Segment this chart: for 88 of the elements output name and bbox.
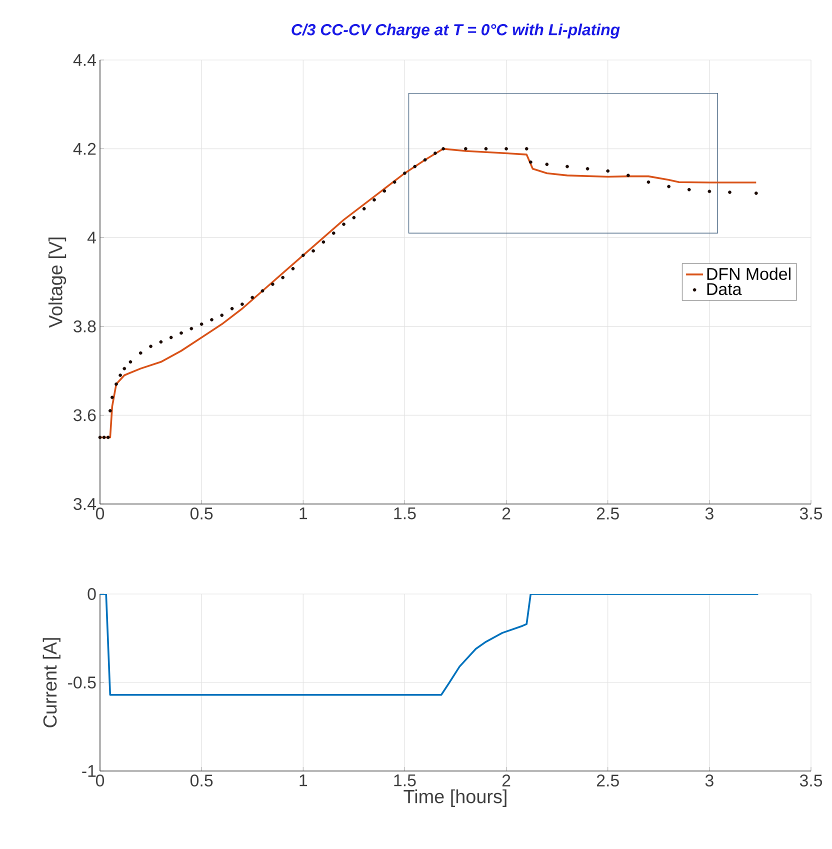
point [504,147,508,150]
point [301,254,305,258]
point [667,184,671,188]
point [281,276,285,280]
point [108,409,112,412]
legend-label: Data [707,283,742,296]
point [545,162,549,166]
point [118,374,122,377]
x-tick-label: 0.5 [190,508,213,520]
point [270,282,274,286]
point [102,436,106,440]
point [362,207,366,210]
point [403,172,406,175]
x-tick-label: 3.5 [800,508,822,520]
point [413,164,417,168]
y-tick-label: 4.2 [73,142,96,155]
point [372,198,376,202]
point [687,188,691,192]
point [423,158,427,162]
x-tick-label: 3 [705,508,714,520]
y-tick-label: 3.8 [74,320,96,332]
point [566,164,569,168]
point [260,289,264,293]
point [312,249,315,253]
y-tick-label: 4 [87,232,96,244]
point [240,302,244,306]
point [728,190,732,194]
x-tick-label: 0 [96,774,104,787]
point [220,314,224,317]
line-series [100,594,760,696]
point [138,351,142,355]
point [332,231,336,235]
x-tick-label: 1 [300,508,308,520]
x-tick-label: 1.5 [394,774,416,786]
point [122,366,126,370]
chart-title: C/3 CC-CV Charge at T = 0°C with Li-plating [292,24,620,38]
point [524,147,528,150]
point [169,336,173,340]
point [250,296,254,300]
point [230,306,234,310]
legend-label: DFN Model [707,268,790,280]
y-tick-label: 0 [88,588,96,600]
y-tick-label: 4.4 [73,54,96,66]
y-tick-label: 3.4 [74,498,96,510]
point [646,180,650,184]
y-tick-label: -0.5 [68,676,96,688]
point [528,160,532,164]
point [210,318,214,322]
point [586,167,590,170]
point [708,190,712,194]
point [149,344,152,348]
point [484,147,488,150]
x-tick-label: 3 [705,774,714,787]
point [754,191,758,195]
y-tick-label: 3.6 [74,409,96,422]
point [200,322,204,326]
point [606,169,610,173]
point [291,266,295,270]
x-tick-label: 3.5 [800,774,822,787]
point [392,180,396,184]
point [442,147,446,150]
x-tick-label: 1 [300,774,308,786]
y-axis-title: Current [A] [42,638,60,728]
point [106,436,110,440]
x-axis-title: Time [hours] [404,789,506,807]
point [382,189,386,193]
point [128,360,132,364]
y-tick-label: -1 [82,765,96,777]
point [180,331,183,335]
x-tick-label: 2 [502,774,510,786]
x-tick-label: 2.5 [596,774,619,787]
point [322,240,326,244]
point [114,382,118,386]
point [626,174,630,178]
point [98,436,102,440]
point [110,396,114,400]
y-axis-title: Voltage [V] [48,238,66,328]
x-tick-label: 2 [502,508,510,520]
point [352,216,356,220]
point [464,147,468,150]
point [190,326,194,330]
point [433,152,437,155]
point [159,340,163,344]
x-tick-label: 0 [96,508,104,520]
point [342,222,346,226]
x-tick-label: 0.5 [190,774,213,787]
x-tick-label: 1.5 [394,508,416,520]
x-tick-label: 2.5 [596,508,619,520]
